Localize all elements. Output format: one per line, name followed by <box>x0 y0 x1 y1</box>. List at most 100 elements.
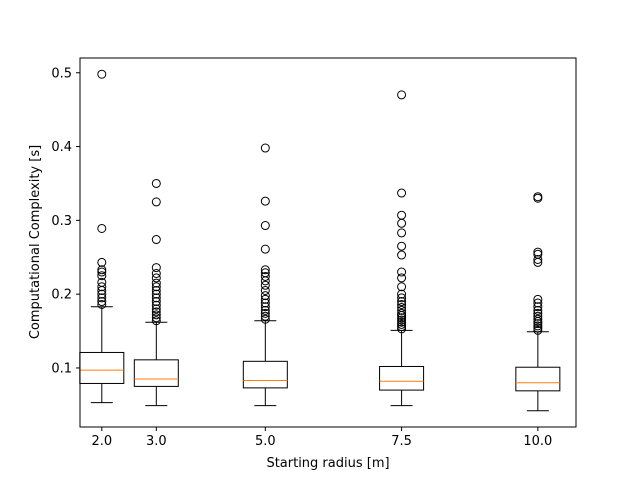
x-tick-label: 3.0 <box>146 434 167 449</box>
iqr-box <box>379 365 425 391</box>
outlier-point <box>97 277 107 287</box>
iqr-box <box>515 366 561 392</box>
outlier-point <box>260 268 270 278</box>
outlier-point <box>397 188 407 198</box>
outlier-point <box>151 197 161 207</box>
axes-frame <box>79 57 577 428</box>
iqr-box <box>133 359 179 387</box>
outlier-point <box>151 285 161 295</box>
outlier-point <box>151 310 161 320</box>
outlier-point <box>533 305 543 315</box>
outlier-point <box>97 223 107 233</box>
y-axis-label: Computational Complexity [s] <box>28 145 43 339</box>
outlier-point <box>533 314 543 324</box>
outlier-point <box>97 265 107 275</box>
outlier-point <box>151 235 161 245</box>
box-group-2 <box>242 143 288 407</box>
outlier-point <box>151 289 161 299</box>
x-axis: 2.0 3.0 5.0 7.5 10.0 <box>91 427 552 449</box>
outlier-point <box>97 282 107 292</box>
outlier-point <box>397 267 407 277</box>
x-tick-label: 10.0 <box>523 434 552 449</box>
outlier-point <box>260 291 270 301</box>
outlier-point <box>397 289 407 299</box>
outlier-point <box>151 316 161 326</box>
outlier-point <box>397 210 407 220</box>
outlier-point <box>533 302 543 312</box>
y-tick-label: 0.3 <box>51 214 72 229</box>
outlier-point <box>533 249 543 259</box>
outlier-point <box>97 299 107 309</box>
outlier-point <box>533 311 543 321</box>
x-tick-label: 7.5 <box>391 434 412 449</box>
outlier-point <box>397 317 407 327</box>
x-tick-label: 2.0 <box>91 434 112 449</box>
outlier-point <box>260 294 270 304</box>
outlier-point <box>533 298 543 308</box>
outlier-point <box>397 313 407 323</box>
outlier-point <box>397 293 407 303</box>
outlier-point <box>533 254 543 264</box>
outlier-point <box>533 192 543 202</box>
outlier-point <box>260 298 270 308</box>
outlier-point <box>260 143 270 153</box>
outlier-point <box>151 307 161 317</box>
outlier-point <box>260 308 270 318</box>
outlier-point <box>151 297 161 307</box>
outlier-point <box>533 321 543 331</box>
outlier-point <box>533 247 543 257</box>
outlier-point <box>397 299 407 309</box>
outlier-point <box>260 302 270 312</box>
box-group-0 <box>79 69 125 404</box>
outlier-point <box>397 302 407 312</box>
outlier-point <box>397 315 407 325</box>
outlier-point <box>260 265 270 275</box>
y-tick-label: 0.4 <box>51 140 72 155</box>
outlier-point <box>533 308 543 318</box>
outlier-point <box>397 282 407 292</box>
x-axis-label: Starting radius [m] <box>266 456 389 471</box>
y-tick-label: 0.1 <box>51 361 72 376</box>
outlier-point <box>151 304 161 314</box>
outlier-point <box>397 297 407 307</box>
outlier-point <box>97 271 107 281</box>
y-tick-label: 0.2 <box>51 288 72 303</box>
outlier-point <box>397 324 407 334</box>
outlier-point <box>397 305 407 315</box>
outlier-point <box>533 325 543 335</box>
outlier-point <box>260 271 270 281</box>
outlier-point <box>397 228 407 238</box>
outlier-point <box>260 221 270 231</box>
outlier-point <box>397 273 407 283</box>
outlier-point <box>397 241 407 251</box>
outlier-point <box>97 289 107 299</box>
iqr-box <box>79 351 125 384</box>
outlier-point <box>151 278 161 288</box>
outlier-point <box>151 313 161 323</box>
outlier-point <box>260 305 270 315</box>
outlier-point <box>397 308 407 318</box>
iqr-box <box>242 360 288 389</box>
outlier-point <box>151 273 161 283</box>
outlier-point <box>397 319 407 329</box>
plot-area <box>79 69 561 412</box>
outlier-point <box>97 267 107 277</box>
outlier-point <box>151 293 161 303</box>
box-group-4 <box>515 192 561 412</box>
outlier-point <box>260 285 270 295</box>
outlier-point <box>151 178 161 188</box>
outlier-point <box>97 297 107 307</box>
outlier-point <box>533 323 543 333</box>
outlier-point <box>397 218 407 228</box>
outlier-point <box>397 250 407 260</box>
outlier-point <box>260 280 270 290</box>
outlier-point <box>397 322 407 332</box>
outlier-point <box>97 69 107 79</box>
y-tick-label: 0.5 <box>51 66 72 81</box>
outlier-point <box>533 294 543 304</box>
outlier-point <box>151 263 161 273</box>
box-group-1 <box>133 178 179 407</box>
outlier-point <box>151 282 161 292</box>
outlier-point <box>97 257 107 267</box>
x-tick-label: 5.0 <box>255 434 276 449</box>
